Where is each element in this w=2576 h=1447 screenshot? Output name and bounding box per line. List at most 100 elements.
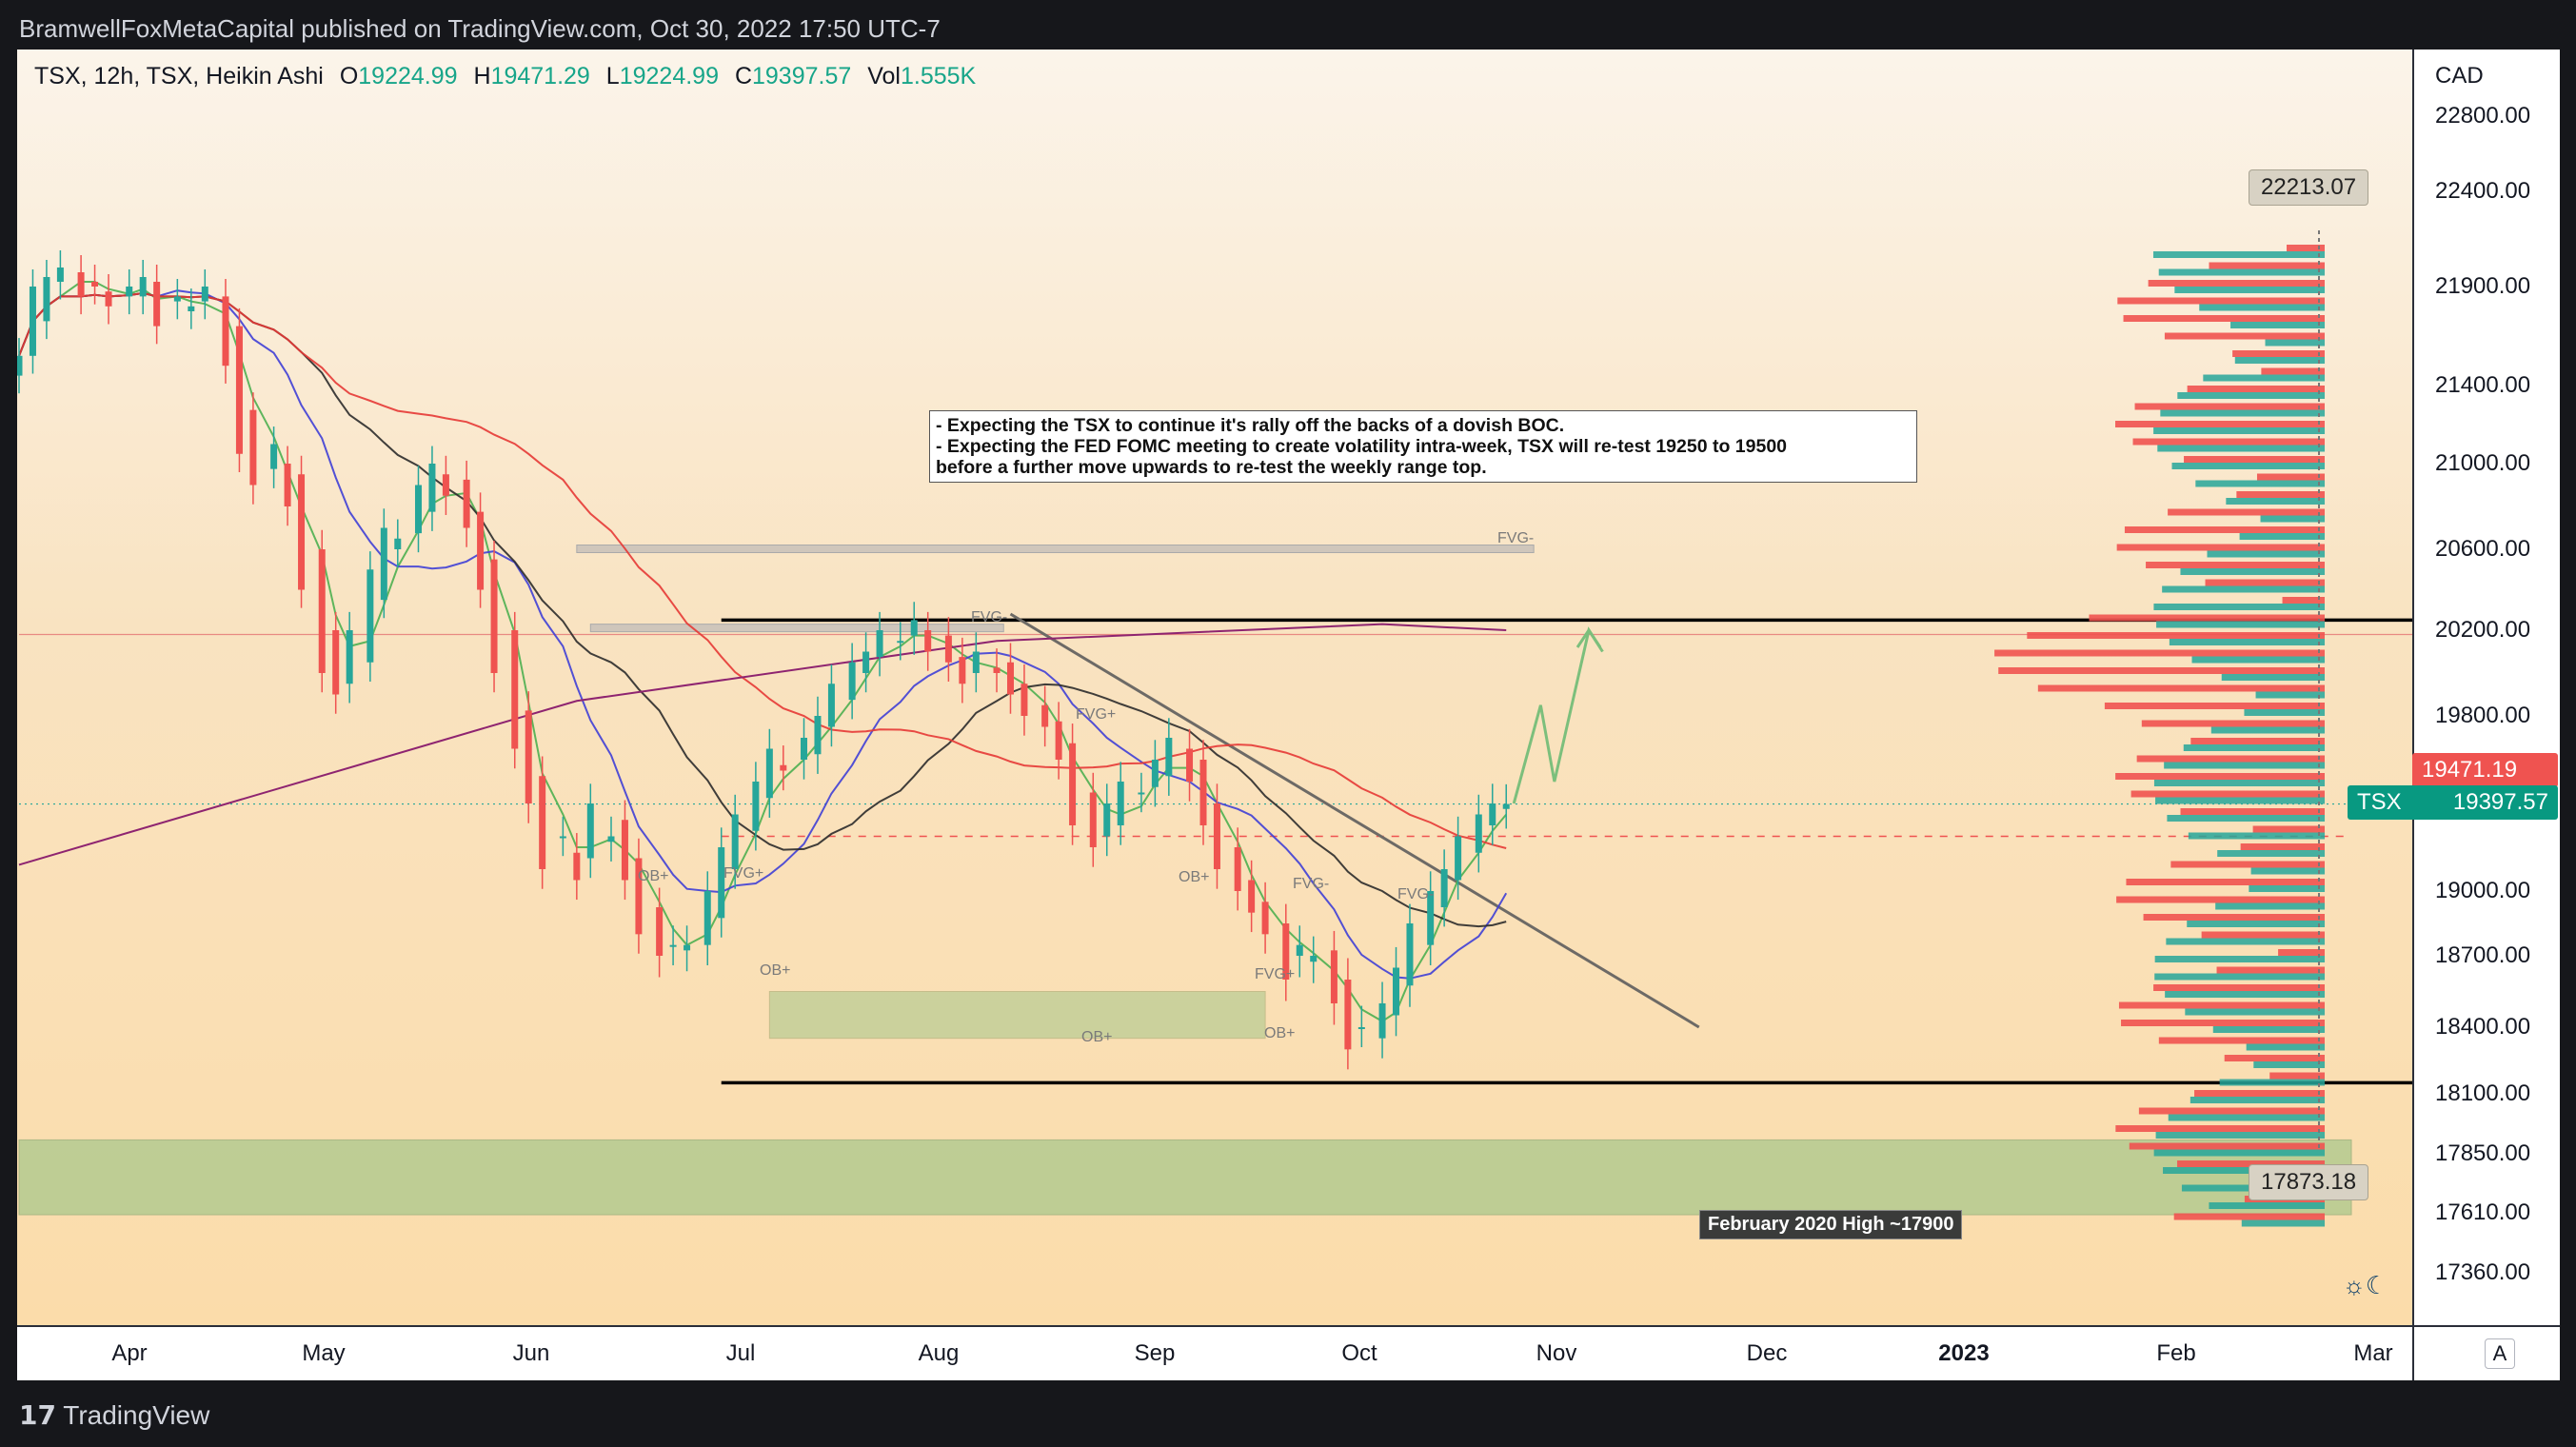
candle-body [656, 907, 664, 956]
candle-body [1406, 923, 1414, 986]
time-tick-label: May [302, 1340, 346, 1366]
volume-profile-buy [2249, 885, 2325, 892]
ob-demand-zone [768, 991, 1266, 1040]
candle-body [173, 296, 181, 302]
tradingview-logo[interactable]: 17 TradingView [19, 1399, 209, 1431]
candle-body [105, 291, 112, 307]
candle-body [1089, 792, 1097, 847]
candle-body [848, 662, 856, 701]
price-tick-label: 18700.00 [2435, 942, 2531, 968]
legend-o-label: O [339, 63, 359, 89]
volume-profile-buy [2209, 1202, 2325, 1209]
volume-profile-buy [2253, 1061, 2325, 1068]
volume-profile-buy [2153, 427, 2325, 434]
price-tick-label: 17610.00 [2435, 1199, 2531, 1225]
ma-mid-line [18, 289, 1508, 980]
price-tick-label: 19800.00 [2435, 703, 2531, 728]
candle-body [607, 836, 615, 842]
volume-profile-buy [2244, 709, 2325, 716]
note-line-3: before a further move upwards to re-test… [936, 457, 1487, 478]
descending-trendline [1009, 612, 1700, 1029]
legend-symbol: TSX, 12h, TSX, Heikin Ashi [34, 63, 324, 89]
candle-body [1199, 760, 1207, 825]
day-night-icon[interactable]: ☼☾ [2343, 1271, 2388, 1299]
volume-profile-sell [2123, 315, 2325, 322]
volume-profile-sell [2261, 367, 2325, 375]
volume-profile-sell [2143, 914, 2325, 921]
volume-profile-sell [2224, 1055, 2325, 1061]
legend-low: 19224.99 [619, 63, 719, 89]
volume-profile-buy [2212, 1026, 2325, 1033]
plot-area[interactable]: FVG- FVG- FVG+ FVG+ FVG- FVG- FVG+ OB+ OB+ OB+ OB+… [17, 50, 2412, 1325]
ma-fast-line [18, 281, 1507, 1022]
volume-profile-buy [2246, 1043, 2325, 1051]
time-tick-label: Aug [918, 1340, 960, 1366]
publisher-line: BramwellFoxMetaCapital published on Trad… [19, 14, 941, 43]
volume-profile-sell [2121, 1020, 2325, 1026]
february-2020-high-label: February 2020 High ~17900 [1699, 1210, 1963, 1239]
volume-profile-buy [2153, 251, 2325, 258]
volume-profile-buy [2163, 1167, 2325, 1174]
candle-body [477, 511, 485, 590]
volume-profile-sell [2117, 297, 2325, 305]
price-chart[interactable]: FVG- FVG- FVG+ FVG+ FVG- FVG- FVG+ OB+ OB+ OB+ OB+… [17, 50, 2412, 1325]
volume-profile-buy [2153, 780, 2325, 786]
candle-body [539, 776, 546, 869]
candle-body [1427, 891, 1435, 945]
ohlc-legend[interactable]: TSX, 12h, TSX, Heikin Ashi O19224.99 H19… [34, 63, 976, 90]
zone-label: OB+ [1264, 1025, 1295, 1041]
last-price-tag: TSX 19397.57 [2348, 785, 2558, 820]
zone-label: FVG- [1397, 886, 1434, 902]
time-tick-label: Jul [725, 1340, 756, 1366]
candle-body [332, 630, 340, 695]
ma-long-line [18, 623, 1507, 866]
volume-profile-sell [2201, 931, 2325, 939]
volume-profile-buy [2210, 726, 2325, 734]
candle-body [1310, 956, 1318, 962]
time-tick-label: Feb [2156, 1340, 2196, 1366]
price-tick-label: 22800.00 [2435, 103, 2531, 129]
volume-profile-buy [2164, 762, 2325, 769]
volume-profile-buy [2160, 409, 2325, 417]
volume-profile-buy [2250, 867, 2325, 875]
volume-profile-sell [2037, 684, 2325, 692]
candle-body [801, 738, 808, 760]
volume-profile-sell [2124, 526, 2325, 533]
price-axis[interactable]: CAD 22800.00 22400.00 21900.00 21400.00 2100… [2412, 50, 2560, 1325]
volume-profile-sell [2153, 984, 2325, 991]
volume-profile-buy [2153, 1149, 2325, 1157]
candle-body [703, 891, 711, 945]
price-tick-label: 21400.00 [2435, 372, 2531, 398]
volume-profile-buy [2239, 533, 2325, 540]
candle-body [29, 287, 36, 356]
volume-profile-sell [2216, 966, 2325, 974]
footer-bar: 17 TradingView [0, 1380, 2576, 1447]
time-axis[interactable]: Apr May Jun Jul Aug Sep Oct Nov Dec 2023 Feb Mar [17, 1325, 2412, 1382]
time-tick-label: 2023 [1938, 1340, 1990, 1366]
price-tick-label: 17850.00 [2435, 1140, 2531, 1166]
zone-label: OB+ [760, 962, 790, 979]
candle-body [1151, 760, 1159, 787]
volume-profile-sell [2146, 562, 2325, 568]
candle-body [993, 667, 1001, 673]
volume-profile-sell [2129, 1142, 2325, 1150]
volume-profile-buy [2171, 463, 2325, 469]
trade-thesis-note[interactable]: - Expecting the TSX to continue it's ral… [929, 410, 1917, 483]
legend-open: 19224.99 [358, 63, 458, 89]
zone-label: FVG+ [1076, 706, 1116, 723]
candle-body [1455, 836, 1462, 881]
volume-profile-sell [2118, 1001, 2325, 1009]
time-tick-label: Jun [512, 1340, 550, 1366]
fvg-zone-upper [576, 545, 1535, 553]
volume-profile-sell [2278, 949, 2325, 956]
volume-profile-sell [2232, 350, 2325, 357]
candle-body [1069, 743, 1077, 825]
price-tick-label: 18100.00 [2435, 1080, 2531, 1106]
legend-l-label: L [605, 63, 620, 89]
volume-profile-buy [2230, 322, 2325, 328]
footer-brand: TradingView [63, 1400, 210, 1430]
volume-profile-buy [2217, 850, 2325, 857]
candle-body [1489, 803, 1496, 825]
candle-body [1261, 902, 1269, 935]
autoscale-button[interactable]: A [2485, 1338, 2515, 1369]
